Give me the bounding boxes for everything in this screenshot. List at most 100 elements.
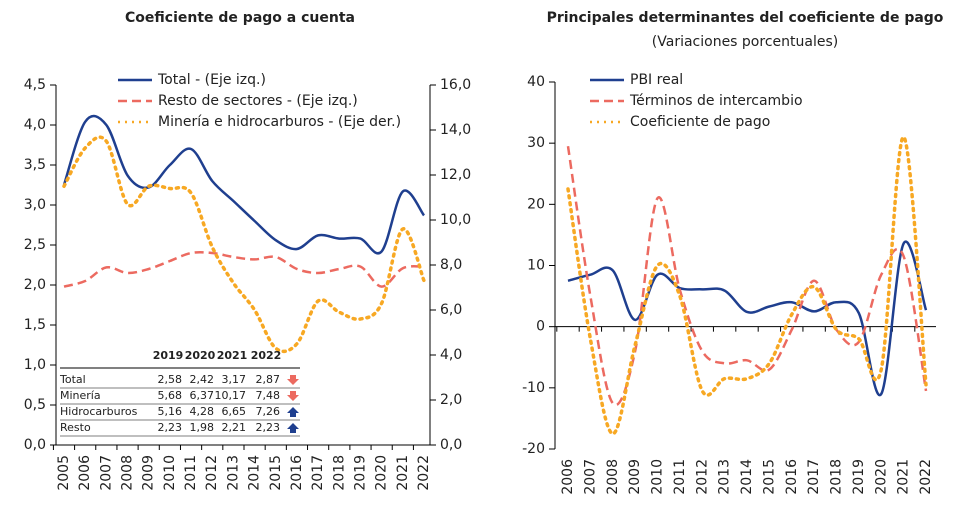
legend-label: Coeficiente de pago xyxy=(630,114,770,130)
x-tick-label: 2009 xyxy=(627,459,643,495)
y-tick-label: 4,5 xyxy=(24,77,46,93)
x-tick-label: 2016 xyxy=(289,455,305,491)
chart-subtitle: (Variaciones porcentuales) xyxy=(652,34,838,50)
x-tick-label: 2011 xyxy=(183,455,199,491)
y-tick-label: 20 xyxy=(527,196,545,212)
x-tick-label: 2015 xyxy=(761,459,777,495)
y-tick-label: 0,0 xyxy=(24,437,46,453)
y2-tick-label: 2,0 xyxy=(440,392,462,408)
y-tick-label: 0,5 xyxy=(24,397,46,413)
table-header: 2021 xyxy=(217,349,248,362)
table-cell: 7,48 xyxy=(256,389,281,402)
y2-tick-label: 6,0 xyxy=(440,302,462,318)
x-tick-label: 2022 xyxy=(416,455,432,491)
x-tick-label: 2007 xyxy=(98,455,114,491)
y-tick-label: 30 xyxy=(527,135,545,151)
table-cell: 2,23 xyxy=(158,421,183,434)
x-tick-label: 2012 xyxy=(694,459,710,495)
x-tick-label: 2016 xyxy=(784,459,800,495)
series-line xyxy=(63,250,425,288)
table-cell: 7,26 xyxy=(256,405,281,418)
table-cell: 5,16 xyxy=(158,405,183,418)
x-tick-label: 2021 xyxy=(395,455,411,491)
y-tick-label: 3,0 xyxy=(24,197,46,213)
y-tick-label: 4,0 xyxy=(24,117,46,133)
legend-label: Términos de intercambio xyxy=(629,93,803,109)
x-tick-label: 2005 xyxy=(56,455,72,491)
table-cell: 6,37 xyxy=(190,389,215,402)
x-tick-label: 2018 xyxy=(331,455,347,491)
chart-title: Principales determinantes del coeficient… xyxy=(547,10,944,26)
x-tick-label: 2021 xyxy=(896,459,912,495)
x-tick-label: 2007 xyxy=(582,459,598,495)
y-tick-label: -20 xyxy=(522,441,545,457)
x-tick-label: 2009 xyxy=(141,455,157,491)
x-tick-label: 2015 xyxy=(268,455,284,491)
x-tick-label: 2010 xyxy=(162,455,178,491)
y2-tick-label: 0,0 xyxy=(440,437,462,453)
arrows xyxy=(287,375,299,433)
y2-tick-label: 10,0 xyxy=(440,212,471,228)
table-row-label: Total xyxy=(59,373,86,386)
y-tick-label: 3,5 xyxy=(24,157,46,173)
table-cell: 2,58 xyxy=(158,373,183,386)
x-tick-label: 2017 xyxy=(310,455,326,491)
x-tick-label: 2008 xyxy=(120,455,136,491)
table-cell: 4,28 xyxy=(190,405,215,418)
x-tick-label: 2017 xyxy=(806,459,822,495)
table-cell: 3,17 xyxy=(222,373,247,386)
legend-label: Total - (Eje izq.) xyxy=(157,72,266,88)
table-cell: 10,17 xyxy=(215,389,247,402)
table-cell: 1,98 xyxy=(190,421,215,434)
legend-label: Minería e hidrocarburos - (Eje der.) xyxy=(158,114,401,130)
series-line xyxy=(567,240,928,397)
y2-tick-label: 16,0 xyxy=(440,77,471,93)
x-tick-label: 2018 xyxy=(829,459,845,495)
table-row-label: Hidrocarburos xyxy=(60,405,138,418)
x-tick-label: 2006 xyxy=(560,459,576,495)
y-tick-label: 2,5 xyxy=(24,237,46,253)
y-tick-label: -10 xyxy=(522,380,545,396)
x-tick-label: 2006 xyxy=(77,455,93,491)
y-tick-label: 40 xyxy=(527,74,545,90)
series-line xyxy=(566,135,928,436)
x-tick-label: 2014 xyxy=(739,459,755,495)
series-line xyxy=(566,146,928,407)
x-tick-label: 2010 xyxy=(650,459,666,495)
x-tick-label: 2020 xyxy=(374,455,390,491)
legend-label: Resto de sectores - (Eje izq.) xyxy=(158,93,358,109)
table-row-label: Resto xyxy=(60,421,91,434)
table-header: 2020 xyxy=(185,349,216,362)
table-cell: 2,23 xyxy=(256,421,281,434)
table-row-label: Minería xyxy=(60,389,101,402)
x-tick-label: 2019 xyxy=(851,459,867,495)
table-cell: 2,21 xyxy=(222,421,247,434)
y2-tick-label: 14,0 xyxy=(440,122,471,138)
x-tick-label: 2013 xyxy=(717,459,733,495)
chart-title: Coeficiente de pago a cuenta xyxy=(125,10,355,26)
y2-tick-label: 12,0 xyxy=(440,167,471,183)
y-tick-label: 1,0 xyxy=(24,357,46,373)
x-tick-label: 2008 xyxy=(605,459,621,495)
x-tick-label: 2019 xyxy=(352,455,368,491)
y2-tick-label: 4,0 xyxy=(440,347,462,363)
x-tick-label: 2020 xyxy=(873,459,889,495)
table-cell: 2,42 xyxy=(190,373,215,386)
table-header: 2022 xyxy=(251,349,282,362)
y-tick-label: 0 xyxy=(536,319,545,335)
x-tick-label: 2014 xyxy=(247,455,263,491)
legend-label: PBI real xyxy=(630,72,683,88)
x-tick-label: 2022 xyxy=(918,459,934,495)
table-header: 2019 xyxy=(153,349,184,362)
y-tick-label: 10 xyxy=(527,258,545,274)
table-cell: 5,68 xyxy=(158,389,183,402)
y-tick-label: 2,0 xyxy=(24,277,46,293)
y-tick-label: 1,5 xyxy=(24,317,46,333)
series-line xyxy=(62,114,426,255)
x-tick-label: 2011 xyxy=(672,459,688,495)
table-cell: 6,65 xyxy=(222,405,247,418)
y2-tick-label: 8,0 xyxy=(440,257,462,273)
table-cell: 2,87 xyxy=(256,373,281,386)
x-tick-label: 2012 xyxy=(204,455,220,491)
